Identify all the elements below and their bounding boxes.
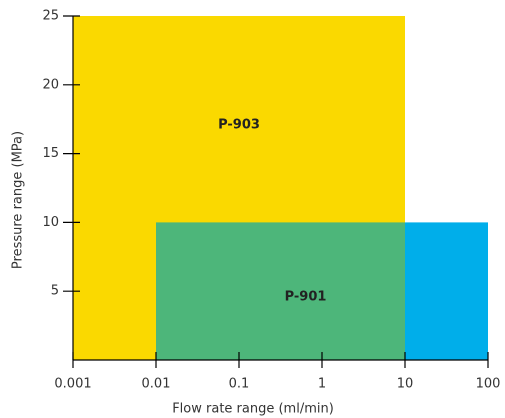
x-tick-label: 0.01 <box>142 377 171 392</box>
x-tick-label: 0.001 <box>54 377 91 392</box>
y-tick-label: 25 <box>42 9 59 24</box>
y-axis-title: Pressure range (MPa) <box>11 131 26 269</box>
y-tick-label: 10 <box>42 215 59 230</box>
region <box>156 222 405 360</box>
region-label: P-903 <box>218 118 260 133</box>
x-axis-title: Flow rate range (ml/min) <box>172 402 334 417</box>
region-label: P-901 <box>285 290 327 305</box>
x-tick-label: 1 <box>318 377 326 392</box>
x-tick-label: 0.1 <box>229 377 250 392</box>
y-tick-label: 15 <box>42 146 59 161</box>
y-tick-label: 20 <box>42 77 59 92</box>
x-tick-label: 10 <box>397 377 414 392</box>
region <box>405 222 488 360</box>
x-tick-label: 100 <box>476 377 501 392</box>
y-tick-label: 5 <box>51 284 59 299</box>
